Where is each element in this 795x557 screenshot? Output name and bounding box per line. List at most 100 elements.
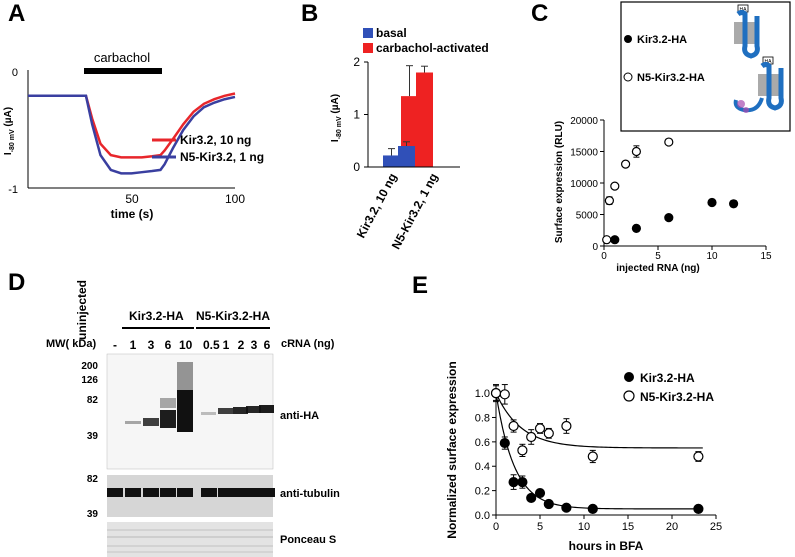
blot-ponceau (107, 522, 273, 557)
group-label-n5kir32: N5-Kir3.2-HA (196, 309, 271, 323)
panel-letter-a: A (8, 0, 26, 27)
point-n5kir32 (693, 451, 704, 462)
panel-e-xtick-label: 5 (537, 521, 543, 533)
point-n5kir32 (508, 420, 519, 432)
band-smear (160, 398, 176, 408)
panel-e-ytick-label: 0.4 (475, 461, 490, 473)
panel-c-ytick-label: 5000 (576, 211, 599, 222)
panel-c-xtick-label: 5 (655, 251, 661, 262)
lane-label: 1 (222, 338, 230, 352)
label-anti-tubulin: anti-tubulin (280, 488, 340, 500)
panel-a-ytick-neg1: -1 (8, 184, 18, 196)
band-tubulin (143, 488, 159, 497)
band-tubulin (177, 488, 193, 497)
point-n5kir32 (499, 389, 510, 400)
panel-e-xtick-label: 10 (578, 521, 590, 533)
carbachol-label: carbachol (94, 50, 150, 65)
mw-header: MW( kDa) (46, 338, 97, 350)
mw-200: 200 (81, 361, 98, 372)
point-kir32 (517, 476, 528, 488)
ha-tag-1: HA (740, 7, 748, 13)
panel-b-ylabel: I-80 mV (µA) (330, 94, 343, 142)
crna-label: cRNA (ng) (281, 338, 335, 350)
band-tubulin (201, 488, 217, 497)
construct-inset (620, 1, 791, 132)
panel-a-ylabel: I-80 mV (µA) (3, 107, 16, 155)
lane-label: 0.5 (203, 338, 220, 352)
inset-marker-open (623, 72, 633, 82)
point-kir32 (561, 502, 572, 513)
mw-39: 39 (87, 431, 99, 442)
label-anti-ha: anti-HA (280, 410, 319, 422)
group-label-kir32: Kir3.2-HA (129, 309, 184, 323)
panel-c-ytick-label: 15000 (570, 148, 598, 159)
trace-n5kir32 (28, 94, 236, 175)
panel-c-xtick-label: 15 (760, 251, 772, 262)
legend-label-kir32: Kir3.2, 10 ng (180, 133, 251, 147)
panel-e-legend-n5kir32: N5-Kir3.2-HA (640, 390, 714, 404)
blot-anti-tubulin (107, 475, 273, 517)
lane-label: 2 (237, 338, 245, 352)
point-kir32 (587, 503, 598, 515)
band-tubulin (218, 488, 234, 497)
group-underline-n5kir32 (196, 327, 270, 329)
point-kir32 (543, 498, 554, 510)
fit-curve-kir32 (495, 392, 703, 510)
point-n5kir32 (631, 146, 642, 157)
point-kir32 (610, 235, 620, 245)
legend-label-n5kir32: N5-Kir3.2, 1 ng (180, 150, 264, 164)
panel-c-ylabel: Surface expression (RLU) (554, 121, 565, 243)
bar-carbachol-1 (416, 72, 433, 167)
band-tubulin (259, 488, 275, 497)
point-n5kir32 (534, 423, 546, 434)
panel-c-xtick-label: 0 (601, 251, 607, 262)
legend-swatch-carbachol (363, 43, 373, 53)
lane-label: 6 (263, 338, 271, 352)
point-n5kir32 (543, 428, 554, 439)
panel-c-xlabel: injected RNA (ng) (616, 263, 700, 274)
mw-126: 126 (81, 375, 98, 386)
panel-a-ytick-0: 0 (12, 67, 18, 79)
lane-label: 3 (147, 338, 155, 352)
legend-marker-n5kir32 (623, 390, 635, 402)
legend-marker-kir32 (624, 372, 634, 382)
point-kir32 (499, 437, 510, 449)
panel-e-ytick-label: 1.0 (475, 388, 490, 400)
lane-label: 10 (179, 338, 193, 352)
band-tubulin (125, 488, 141, 497)
panel-e-xtick-label: 20 (666, 521, 678, 533)
mw-82-b: 82 (87, 474, 99, 485)
band-smear (177, 362, 193, 390)
panel-e-xlabel: hours in BFA (569, 539, 644, 553)
inset-label-n5kir32: N5-Kir3.2-HA (637, 72, 705, 84)
fit-curve-n5kir32 (495, 392, 703, 449)
point-n5kir32 (517, 445, 528, 456)
point-kir32 (490, 387, 502, 399)
band-anti-ha (160, 410, 176, 428)
mw-39-b: 39 (87, 509, 99, 520)
point-n5kir32 (587, 451, 598, 462)
band-anti-ha (125, 421, 141, 424)
point-n5kir32 (664, 137, 674, 147)
panel-c-xtick-label: 10 (706, 251, 718, 262)
band-anti-ha (246, 406, 261, 413)
point-n5kir32 (602, 235, 612, 245)
panel-b-category-label: N5-Kir3.2, 1 ng (389, 171, 441, 252)
panel-e-ytick-label: 0.8 (475, 412, 490, 424)
point-n5kir32 (526, 431, 537, 443)
panel-letter-c: C (531, 0, 549, 27)
panel-e-xtick-label: 0 (493, 521, 499, 533)
legend-label-basal: basal (376, 26, 407, 40)
point-kir32 (664, 213, 674, 223)
panel-c-ytick-label: 10000 (570, 179, 598, 190)
channel-diagram-1: HA (734, 4, 760, 59)
point-n5kir32 (490, 387, 502, 399)
panel-e-legend-kir32: Kir3.2-HA (640, 371, 695, 385)
band-anti-ha (233, 407, 248, 414)
bar-carbachol-0 (401, 96, 418, 167)
bar-basal-0 (383, 155, 400, 167)
band-anti-ha (201, 412, 216, 415)
carbachol-bar (84, 68, 162, 74)
